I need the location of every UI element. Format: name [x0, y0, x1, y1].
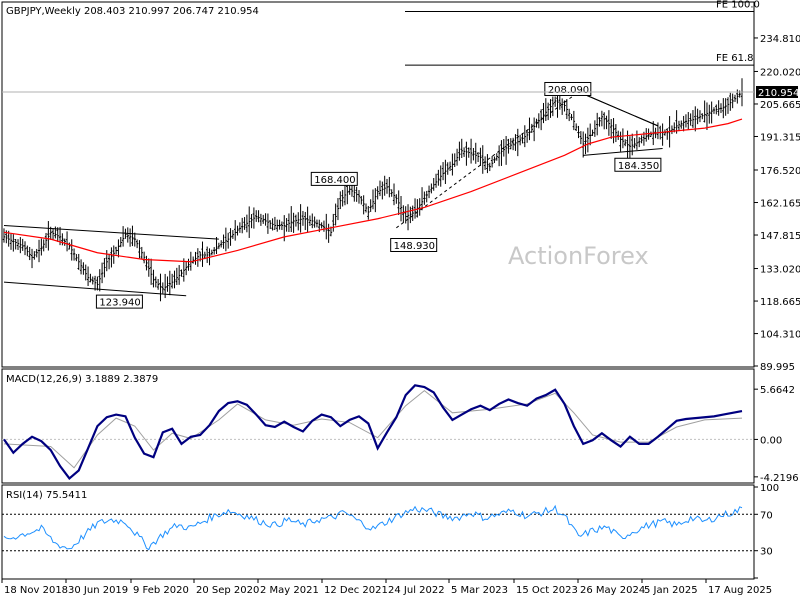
- current-price-box: [756, 85, 798, 98]
- price-annotation-label: 208.090: [548, 85, 589, 96]
- x-tick-label: 20 Sep 2020: [196, 585, 259, 596]
- price-annotation-label: 168.400: [314, 175, 355, 186]
- rsi-tick-label: 30: [760, 547, 773, 558]
- macd-tick-label: -4.2196: [760, 473, 799, 484]
- price-annotation-label: 123.940: [99, 298, 140, 309]
- price-tick-label: 118.665: [760, 297, 800, 308]
- price-tick-label: 89.995: [760, 362, 795, 373]
- macd-title: MACD(12,26,9) 3.1889 2.3879: [6, 374, 158, 385]
- trendline: [3, 225, 219, 240]
- price-annotation-box: [310, 171, 358, 186]
- price-tick-label: 162.165: [760, 199, 800, 210]
- current-price-label: 210.954: [758, 88, 799, 99]
- price-tick-label: 133.020: [760, 265, 800, 276]
- x-tick-label: 5 Mar 2023: [451, 585, 508, 596]
- price-tick-label: 176.520: [760, 166, 800, 177]
- x-tick-label: 17 Aug 2025: [708, 585, 772, 596]
- price-tick-label: 104.310: [760, 330, 800, 341]
- rsi-title: RSI(14) 75.5411: [6, 490, 87, 501]
- x-tick-label: 18 Nov 2018: [4, 585, 68, 596]
- price-panel: [1, 1, 755, 368]
- x-tick-label: 24 Jul 2022: [388, 585, 445, 596]
- trendline: [583, 148, 663, 156]
- price-tick-label: 191.315: [760, 132, 800, 143]
- price-tick-label: 220.020: [760, 67, 800, 78]
- price-annotation-box: [390, 237, 438, 252]
- price-title: GBPJPY,Weekly 208.403 210.997 206.747 21…: [6, 6, 259, 17]
- macd-panel: [1, 368, 755, 484]
- price-bars: [2, 78, 744, 302]
- price-annotation-label: 184.350: [618, 161, 659, 172]
- rsi-tick-label: 70: [760, 510, 773, 521]
- x-tick-label: 2 May 2021: [260, 585, 319, 596]
- trendline-drawings: [3, 91, 663, 297]
- watermark: ActionForex: [508, 242, 649, 270]
- x-tick-label: 30 Jun 2019: [68, 585, 128, 596]
- price-annotation-box: [614, 157, 662, 172]
- moving-average-line: [3, 118, 743, 263]
- rsi-tick-label: 100: [760, 483, 779, 494]
- rsi-line: [3, 504, 743, 551]
- x-tick-label: 26 May 2024: [580, 585, 645, 596]
- fe-level-label: FE 61.8: [716, 53, 754, 64]
- x-tick-label: 5 Jan 2025: [644, 585, 698, 596]
- price-annotation-label: 148.930: [394, 241, 435, 252]
- trendline: [578, 91, 659, 127]
- price-annotation-box: [95, 294, 143, 309]
- trendline: [396, 91, 579, 229]
- x-tick-label: 12 Dec 2021: [324, 585, 388, 596]
- x-tick-label: 9 Feb 2020: [133, 585, 189, 596]
- macd-line: [3, 384, 743, 481]
- macd-tick-label: 0.00: [760, 435, 782, 446]
- rsi-panel: [1, 484, 755, 580]
- price-tick-label: 205.665: [760, 100, 800, 111]
- price-tick-label: 234.810: [760, 34, 800, 45]
- fe-level-label: FE 100.0: [716, 0, 760, 10]
- x-tick-label: 15 Oct 2023: [516, 585, 578, 596]
- price-tick-label: 147.815: [760, 231, 800, 242]
- macd-tick-label: 5.6642: [760, 385, 795, 396]
